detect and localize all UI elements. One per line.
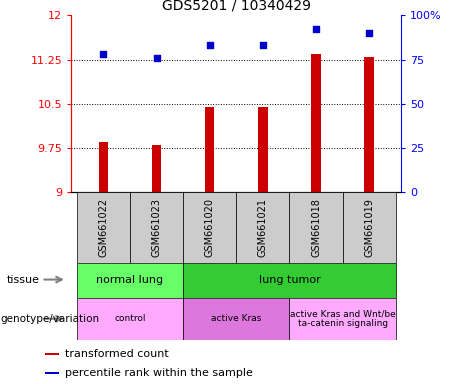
Bar [45, 372, 59, 374]
FancyBboxPatch shape [183, 298, 290, 340]
FancyBboxPatch shape [130, 192, 183, 263]
Text: GSM661019: GSM661019 [364, 198, 374, 257]
Text: lung tumor: lung tumor [259, 275, 320, 285]
FancyBboxPatch shape [77, 192, 130, 263]
Text: transformed count: transformed count [65, 349, 169, 359]
Text: tissue: tissue [7, 275, 40, 285]
FancyBboxPatch shape [236, 192, 290, 263]
Bar [99, 142, 108, 192]
Text: control: control [114, 314, 146, 323]
Text: normal lung: normal lung [96, 275, 164, 285]
Text: active Kras: active Kras [211, 314, 261, 323]
Bar [205, 107, 214, 192]
Point [259, 42, 266, 48]
Text: GSM661018: GSM661018 [311, 198, 321, 257]
Point [206, 42, 213, 48]
Text: GSM661022: GSM661022 [98, 198, 108, 257]
Text: GSM661021: GSM661021 [258, 198, 268, 257]
Text: GSM661023: GSM661023 [152, 198, 161, 257]
FancyBboxPatch shape [77, 263, 183, 298]
FancyBboxPatch shape [183, 263, 396, 298]
Text: active Kras and Wnt/be
ta-catenin signaling: active Kras and Wnt/be ta-catenin signal… [290, 309, 396, 328]
Text: percentile rank within the sample: percentile rank within the sample [65, 368, 253, 378]
Bar [311, 54, 321, 192]
Point [153, 55, 160, 61]
Bar [258, 107, 268, 192]
Point [366, 30, 373, 36]
Bar [45, 353, 59, 355]
FancyBboxPatch shape [290, 192, 343, 263]
FancyBboxPatch shape [183, 192, 236, 263]
Bar [364, 56, 374, 192]
Title: GDS5201 / 10340429: GDS5201 / 10340429 [162, 0, 311, 13]
Point [100, 51, 107, 57]
FancyBboxPatch shape [343, 192, 396, 263]
FancyBboxPatch shape [290, 298, 396, 340]
Bar [152, 145, 161, 192]
Point [312, 26, 319, 33]
Text: GSM661020: GSM661020 [205, 198, 215, 257]
Text: genotype/variation: genotype/variation [0, 314, 99, 324]
FancyBboxPatch shape [77, 298, 183, 340]
